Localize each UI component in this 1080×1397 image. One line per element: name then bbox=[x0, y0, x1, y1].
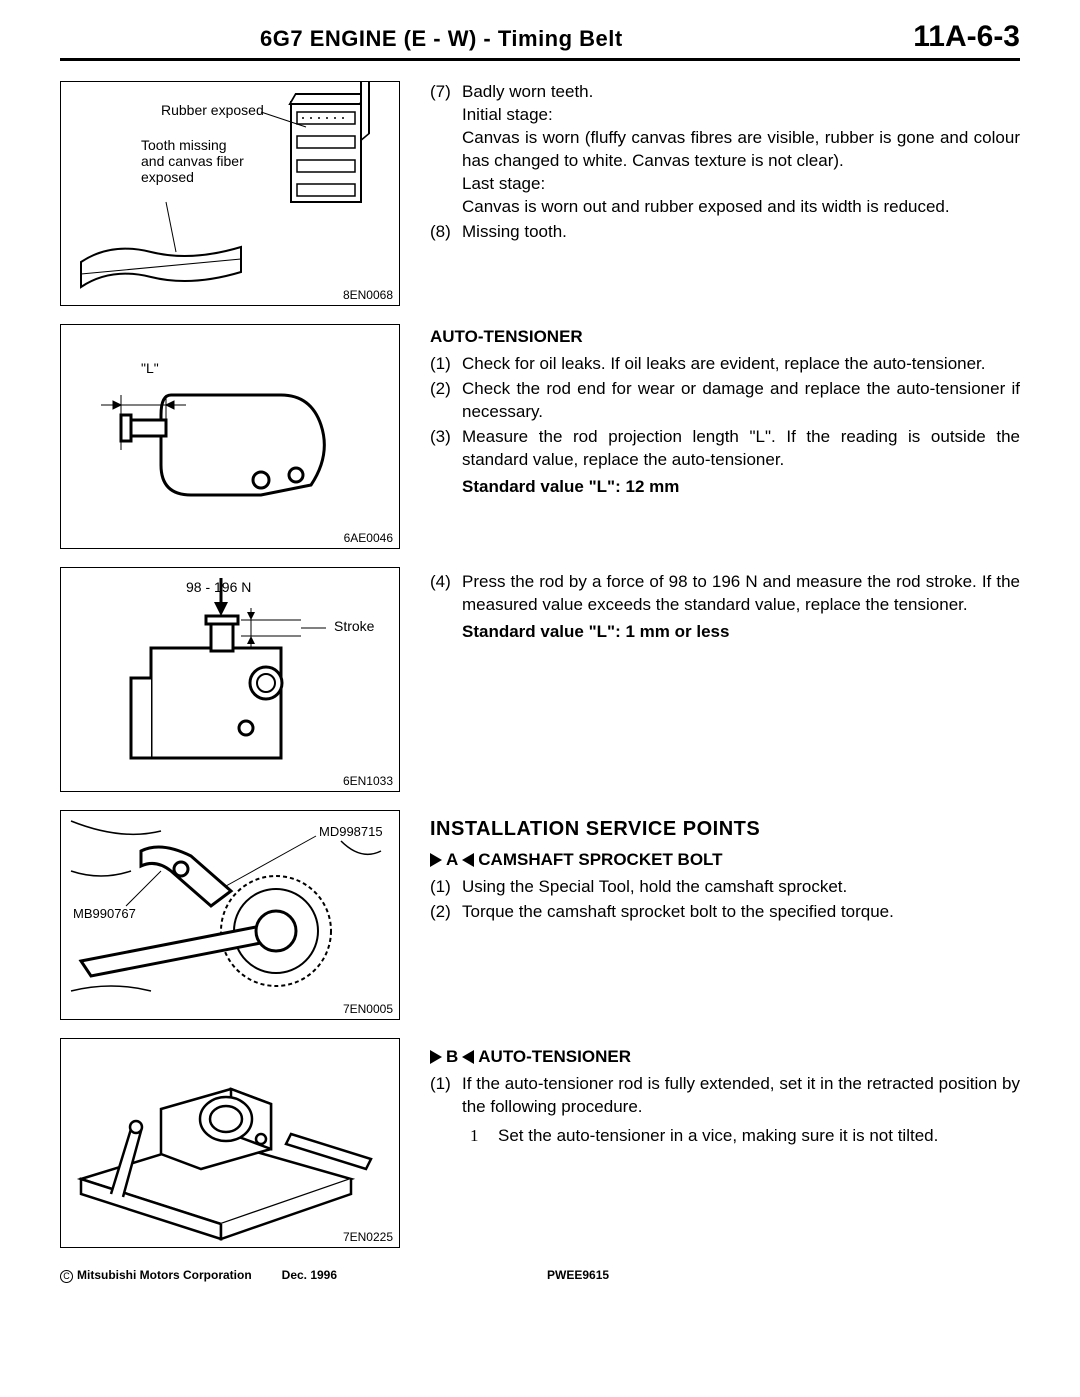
sprocket-tool-illustration: MD998715 MB990767 bbox=[61, 811, 399, 1019]
header-page-number: 11A-6-3 bbox=[913, 20, 1020, 54]
tensioner-l-illustration: "L" bbox=[61, 325, 399, 548]
standard-value-l-12: Standard value "L": 12 mm bbox=[462, 476, 1020, 499]
triangle-right-icon bbox=[430, 853, 442, 867]
heading-auto-tensioner: AUTO-TENSIONER bbox=[430, 326, 1020, 349]
block-worn-teeth: (7) Badly worn teeth. Initial stage: Can… bbox=[430, 81, 1020, 306]
list-item: (1)Using the Special Tool, hold the cams… bbox=[430, 876, 1020, 899]
belt-wear-illustration: Rubber exposed Tooth missing and canvas … bbox=[61, 82, 399, 305]
figure-code: 6AE0046 bbox=[344, 531, 393, 545]
subhead-auto-tensioner-b: B AUTO-TENSIONER bbox=[430, 1046, 1020, 1069]
figure-code: 6EN1033 bbox=[343, 774, 393, 788]
list-item: (3)Measure the rod projection length "L"… bbox=[430, 426, 1020, 472]
figure-vice: 7EN0225 bbox=[60, 1038, 400, 1248]
header-title: 6G7 ENGINE (E - W) - Timing Belt bbox=[260, 26, 623, 52]
block-press-rod: (4)Press the rod by a force of 98 to 196… bbox=[430, 571, 1020, 796]
vice-illustration bbox=[61, 1039, 399, 1247]
figure-sprocket-tool: MD998715 MB990767 7EN0005 bbox=[60, 810, 400, 1020]
list-item: (7) Badly worn teeth. Initial stage: Can… bbox=[430, 81, 1020, 219]
figure-press-force: 98 - 196 N Stroke 6EN1033 bbox=[60, 567, 400, 792]
list-item: (1)If the auto-tensioner rod is fully ex… bbox=[430, 1073, 1020, 1119]
page-header: 6G7 ENGINE (E - W) - Timing Belt 11A-6-3 bbox=[60, 20, 1020, 61]
figure-column: Rubber exposed Tooth missing and canvas … bbox=[60, 81, 400, 1248]
triangle-left-icon bbox=[462, 1050, 474, 1064]
block-installation: INSTALLATION SERVICE POINTS A CAMSHAFT S… bbox=[430, 816, 1020, 1026]
list-item: (4)Press the rod by a force of 98 to 196… bbox=[430, 571, 1020, 617]
list-item: (2)Check the rod end for wear or damage … bbox=[430, 378, 1020, 424]
sub-list-item: 1Set the auto-tensioner in a vice, makin… bbox=[470, 1125, 1020, 1148]
list-item: (1)Check for oil leaks. If oil leaks are… bbox=[430, 353, 1020, 376]
triangle-right-icon bbox=[430, 1050, 442, 1064]
subhead-camshaft-bolt: A CAMSHAFT SPROCKET BOLT bbox=[430, 849, 1020, 872]
list-item: (8) Missing tooth. bbox=[430, 221, 1020, 244]
block-auto-tensioner-install: B AUTO-TENSIONER (1)If the auto-tensione… bbox=[430, 1046, 1020, 1148]
figure-code: 8EN0068 bbox=[343, 288, 393, 302]
figure-code: 7EN0225 bbox=[343, 1230, 393, 1244]
page-footer: CMitsubishi Motors Corporation Dec. 1996… bbox=[60, 1268, 1020, 1283]
label-rubber-exposed: Rubber exposed bbox=[161, 102, 264, 118]
label-stroke: Stroke bbox=[334, 618, 375, 634]
footer-doc: PWEE9615 bbox=[547, 1268, 609, 1282]
standard-value-l-1: Standard value "L": 1 mm or less bbox=[462, 621, 1020, 644]
figure-tensioner-l: "L" 6AE0046 bbox=[60, 324, 400, 549]
label-tooth-missing-1: Tooth missing bbox=[141, 137, 227, 153]
press-force-illustration: 98 - 196 N Stroke bbox=[61, 568, 399, 791]
text-column: (7) Badly worn teeth. Initial stage: Can… bbox=[430, 81, 1020, 1248]
label-dimension-l: "L" bbox=[141, 360, 159, 376]
block-auto-tensioner: AUTO-TENSIONER (1)Check for oil leaks. I… bbox=[430, 326, 1020, 551]
label-tool-md: MD998715 bbox=[319, 824, 383, 839]
label-tooth-missing-2: and canvas fiber bbox=[141, 153, 244, 169]
triangle-left-icon bbox=[462, 853, 474, 867]
footer-date: Dec. 1996 bbox=[282, 1268, 337, 1282]
label-force: 98 - 196 N bbox=[186, 579, 251, 595]
content-area: Rubber exposed Tooth missing and canvas … bbox=[60, 81, 1020, 1248]
figure-code: 7EN0005 bbox=[343, 1002, 393, 1016]
figure-belt-wear: Rubber exposed Tooth missing and canvas … bbox=[60, 81, 400, 306]
footer-copyright: CMitsubishi Motors Corporation bbox=[60, 1268, 252, 1283]
list-item: (2)Torque the camshaft sprocket bolt to … bbox=[430, 901, 1020, 924]
label-tool-mb: MB990767 bbox=[73, 906, 136, 921]
heading-installation: INSTALLATION SERVICE POINTS bbox=[430, 816, 1020, 843]
label-tooth-missing-3: exposed bbox=[141, 169, 194, 185]
